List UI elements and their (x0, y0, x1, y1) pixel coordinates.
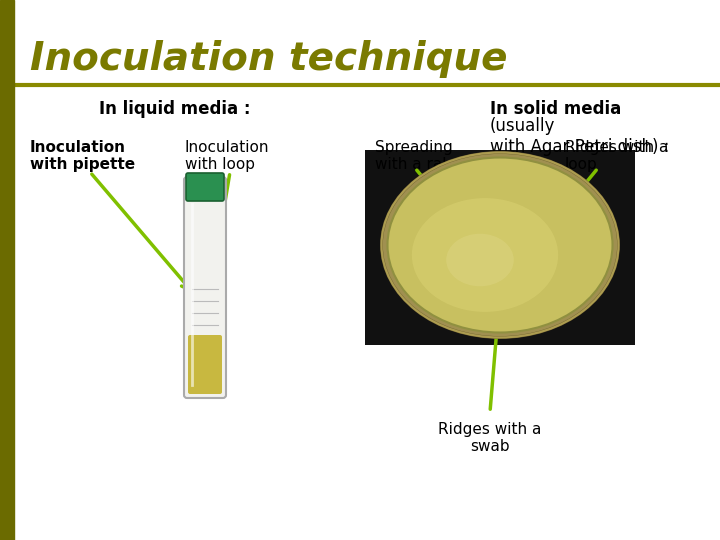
FancyBboxPatch shape (186, 173, 224, 201)
Text: (usually
with Agar Petri dish) :: (usually with Agar Petri dish) : (490, 117, 670, 156)
Text: In solid media: In solid media (490, 100, 621, 118)
Text: Spreading
with a rake: Spreading with a rake (375, 140, 460, 172)
Ellipse shape (387, 158, 613, 333)
Ellipse shape (382, 152, 618, 338)
Text: Ridges with a
swab: Ridges with a swab (438, 422, 541, 454)
Ellipse shape (412, 198, 558, 312)
Text: Inoculation technique: Inoculation technique (30, 40, 508, 78)
Text: In liquid media :: In liquid media : (99, 100, 251, 118)
FancyBboxPatch shape (184, 177, 226, 398)
Ellipse shape (446, 234, 514, 286)
FancyBboxPatch shape (188, 335, 222, 394)
Bar (365, 150, 635, 345)
Text: Ridges with a
loop: Ridges with a loop (565, 140, 668, 172)
Text: Inoculation
with loop: Inoculation with loop (185, 140, 269, 172)
Text: Inoculation
with pipette: Inoculation with pipette (30, 140, 135, 172)
Bar (0, 0, 14, 540)
